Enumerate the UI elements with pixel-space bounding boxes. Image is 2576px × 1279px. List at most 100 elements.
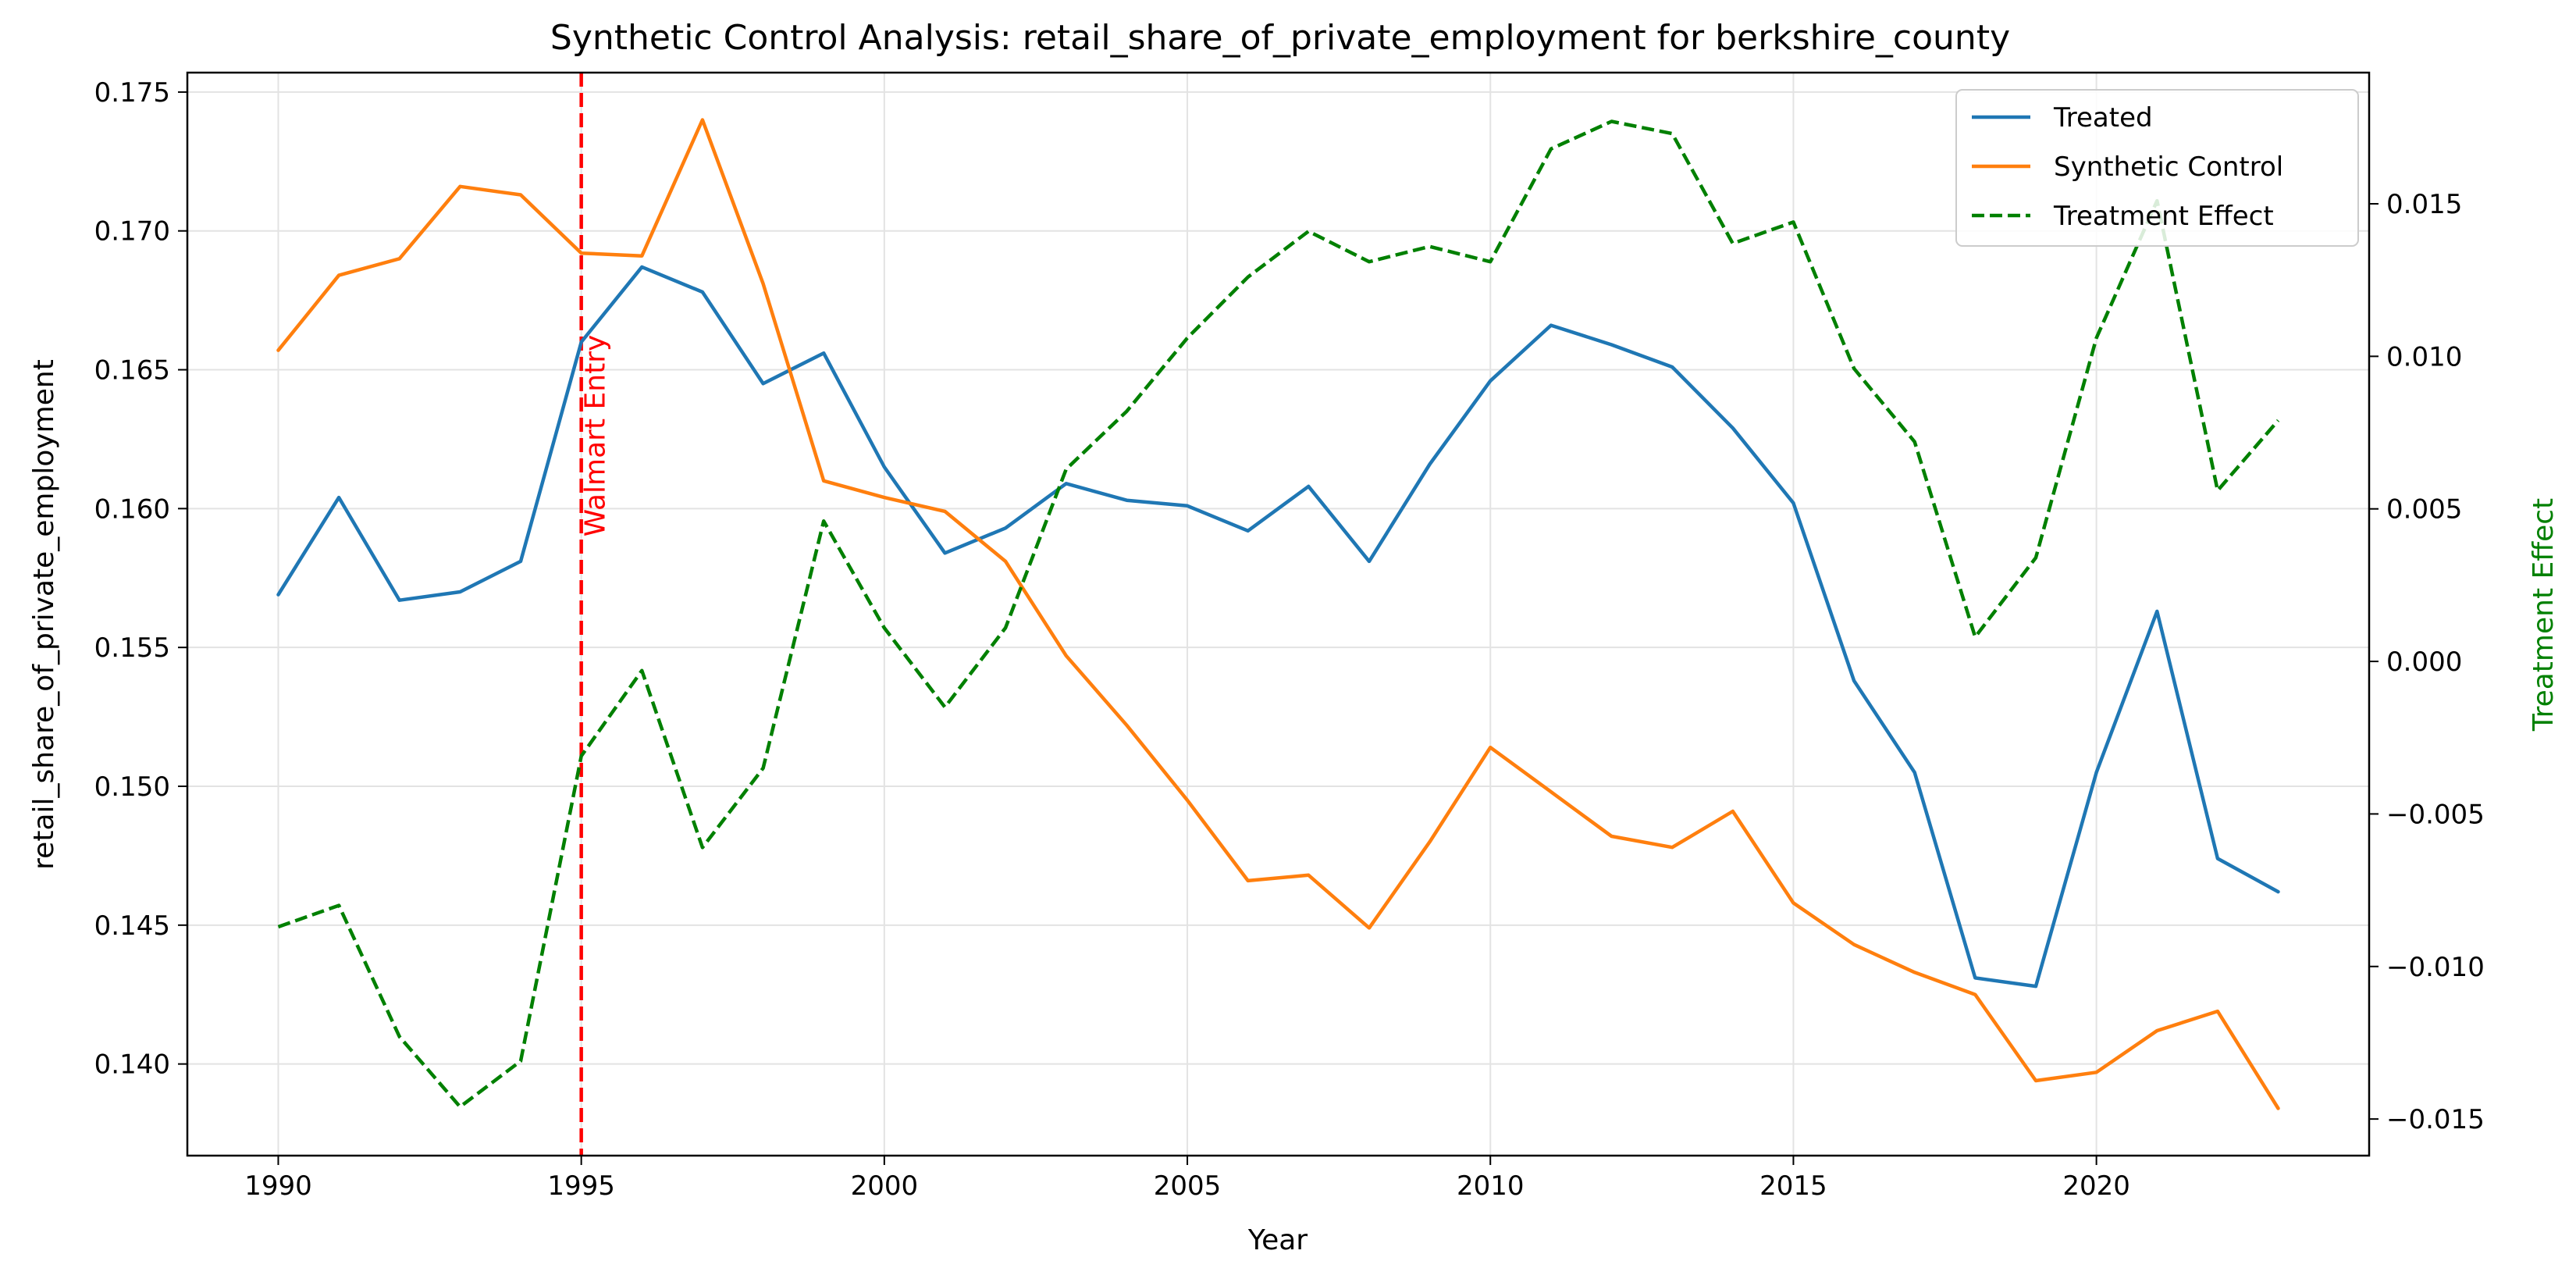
y-tick-label: 0.145 — [94, 910, 170, 942]
x-tick-label: 1995 — [547, 1170, 615, 1202]
data-point-treated — [2034, 985, 2038, 989]
data-point-treated — [700, 290, 704, 294]
data-point-treatment-effect — [1670, 132, 1674, 136]
data-point-treatment-effect — [1064, 467, 1068, 471]
data-point-treatment-effect — [943, 705, 947, 709]
series-line-treated — [276, 265, 2280, 989]
data-point-treated — [2155, 609, 2159, 613]
data-point-synthetic-control — [943, 509, 947, 513]
data-point-synthetic-control — [1852, 942, 1856, 946]
data-point-treated — [519, 559, 523, 563]
data-point-treated — [2094, 771, 2098, 775]
data-point-treated — [1973, 976, 1977, 980]
y2-axis-label: Treatment Effect — [2528, 498, 2560, 732]
data-point-treatment-effect — [1186, 336, 1190, 340]
x-axis-label: Year — [1247, 1224, 1308, 1256]
data-point-treated — [1428, 462, 1432, 466]
data-point-treated — [1307, 484, 1311, 488]
data-point-treated — [1852, 679, 1856, 682]
data-point-synthetic-control — [2215, 1010, 2219, 1014]
x-tick-label: 2005 — [1154, 1170, 1222, 1202]
data-point-synthetic-control — [519, 193, 523, 197]
data-point-treated — [761, 382, 765, 386]
data-point-synthetic-control — [397, 257, 401, 261]
data-point-synthetic-control — [458, 184, 462, 188]
data-point-treatment-effect — [2094, 336, 2098, 340]
x-tick-label: 2000 — [851, 1170, 919, 1202]
data-point-synthetic-control — [2094, 1071, 2098, 1074]
data-point-treatment-effect — [1307, 230, 1311, 233]
data-point-treatment-effect — [822, 519, 826, 523]
y-tick-label: 0.150 — [94, 771, 170, 803]
x-tick-label: 1990 — [244, 1170, 312, 1202]
data-point-treated — [276, 593, 280, 597]
data-point-synthetic-control — [1912, 971, 1916, 974]
y-axis-label: retail_share_of_private_employment — [28, 359, 60, 870]
data-point-synthetic-control — [2155, 1029, 2159, 1033]
data-point-treatment-effect — [519, 1059, 523, 1063]
data-point-synthetic-control — [1307, 873, 1311, 877]
x-tick-label: 2010 — [1457, 1170, 1525, 1202]
axes: 1990 1995 2000 2005 2010 2015 2020 0.140 0.145 0.… — [94, 77, 2485, 1202]
y2-tick-label: 0.000 — [2386, 647, 2462, 678]
data-point-treated — [579, 340, 583, 344]
y2-tick-label: 0.005 — [2386, 494, 2462, 525]
data-point-treatment-effect — [337, 903, 341, 907]
grid — [187, 73, 2369, 1156]
data-point-treated — [397, 598, 401, 602]
data-point-treatment-effect — [1489, 260, 1493, 264]
y-tick-label: 0.140 — [94, 1049, 170, 1081]
data-point-synthetic-control — [822, 479, 826, 483]
data-point-treatment-effect — [276, 925, 280, 929]
chart-title: Synthetic Control Analysis: retail_share… — [550, 18, 2010, 58]
data-point-treated — [2276, 890, 2280, 894]
data-point-treatment-effect — [640, 668, 644, 672]
legend-box — [1955, 89, 2359, 247]
series-line-treatment-effect — [277, 119, 2280, 1109]
data-point-synthetic-control — [761, 282, 765, 286]
data-point-treated — [1549, 323, 1553, 327]
legend-label: Treatment Effect — [2053, 201, 2274, 232]
data-point-synthetic-control — [1125, 723, 1129, 727]
data-point-treatment-effect — [882, 626, 886, 630]
data-point-treatment-effect — [1731, 241, 1735, 245]
data-point-treated — [2215, 857, 2219, 860]
data-point-synthetic-control — [1610, 835, 1614, 839]
data-point-synthetic-control — [1186, 798, 1190, 802]
data-point-synthetic-control — [1368, 926, 1372, 930]
data-point-treatment-effect — [1004, 626, 1008, 630]
treatment-start-label: Walmart Entry — [580, 335, 612, 537]
data-point-treated — [1912, 771, 1916, 775]
data-point-treatment-effect — [1791, 220, 1795, 224]
data-point-synthetic-control — [1246, 878, 1250, 882]
data-point-treated — [1064, 482, 1068, 486]
data-point-treatment-effect — [2276, 419, 2280, 422]
data-point-treatment-effect — [1125, 409, 1129, 413]
y2-tick-label: −0.010 — [2386, 952, 2485, 983]
data-point-synthetic-control — [1064, 654, 1068, 657]
data-point-synthetic-control — [1428, 840, 1432, 844]
data-point-synthetic-control — [337, 273, 341, 277]
data-point-treatment-effect — [1246, 275, 1250, 279]
data-point-treatment-effect — [1973, 635, 1977, 639]
legend-label: Synthetic Control — [2054, 151, 2283, 183]
data-point-treatment-effect — [1610, 119, 1614, 123]
y-tick-label: 0.155 — [94, 632, 170, 664]
plot-frame — [186, 71, 2371, 1157]
data-point-treated — [1670, 365, 1674, 369]
data-point-treated — [1246, 529, 1250, 533]
data-point-treatment-effect — [1912, 440, 1916, 444]
data-point-treatment-effect — [2215, 489, 2219, 493]
x-tick-label: 2020 — [2062, 1170, 2130, 1202]
data-point-synthetic-control — [2276, 1106, 2280, 1110]
data-point-treated — [458, 590, 462, 594]
data-point-treated — [337, 496, 341, 500]
series-layer — [276, 118, 2280, 1110]
data-point-treated — [882, 465, 886, 469]
data-point-synthetic-control — [579, 251, 583, 255]
data-point-synthetic-control — [1489, 746, 1493, 750]
y-tick-label: 0.175 — [94, 77, 170, 109]
data-point-treated — [1186, 504, 1190, 508]
data-point-treated — [1791, 501, 1795, 505]
